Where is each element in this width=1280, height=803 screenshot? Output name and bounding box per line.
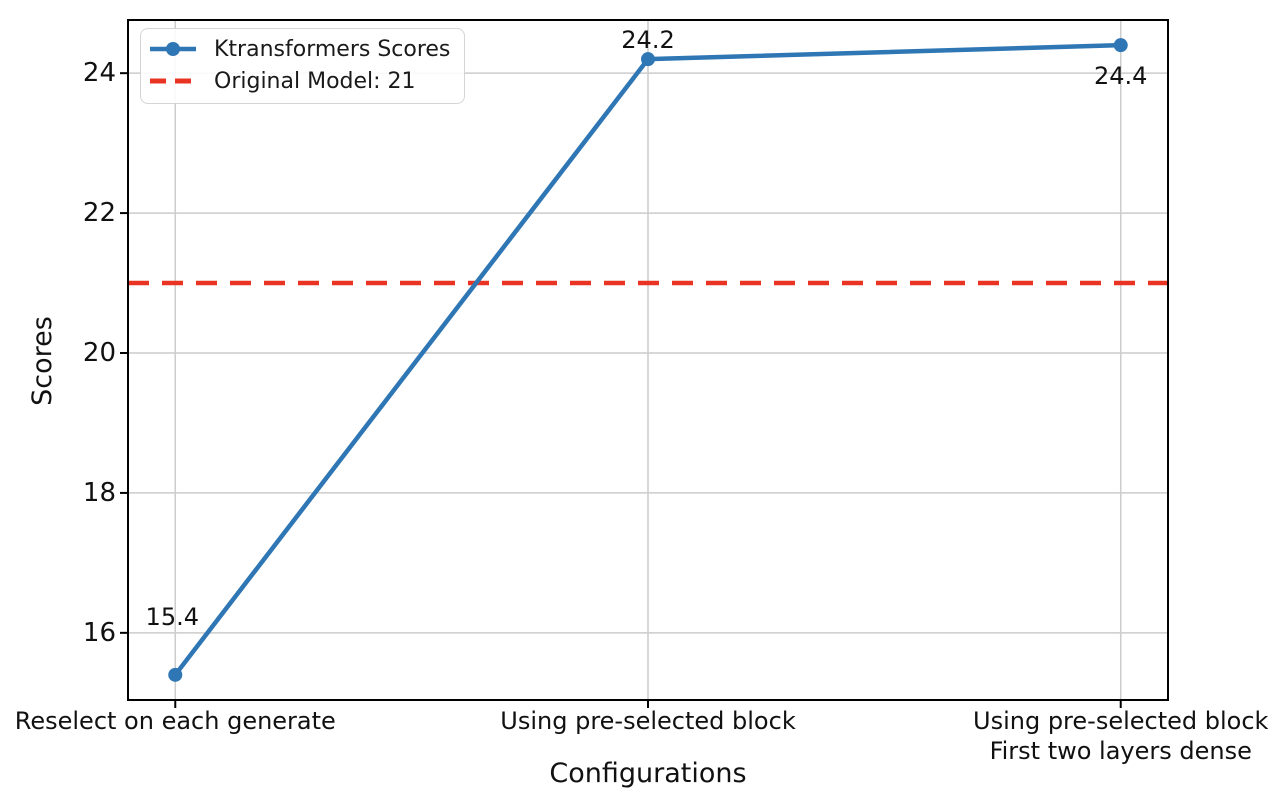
data-point-marker <box>641 52 655 67</box>
y-tick-label: 22 <box>82 198 116 229</box>
legend-item-ktransformers-scores: Ktransformers Scores <box>147 35 450 63</box>
legend-item-original-model: Original Model: 21 <box>147 67 450 95</box>
x-tick-label: Using pre-selected block First two layer… <box>973 707 1269 765</box>
y-tick-label: 24 <box>82 58 116 89</box>
x-tick-label: Reselect on each generate <box>14 707 336 735</box>
red-dashed-line-icon <box>150 78 196 84</box>
y-tick-label: 20 <box>82 338 116 368</box>
y-tick-label: 16 <box>82 617 116 648</box>
data-point-value-label: 24.2 <box>621 26 675 55</box>
plot-border <box>127 19 1169 701</box>
x-axis-title: Configurations <box>549 758 747 789</box>
data-point-value-label: 24.4 <box>1094 62 1148 91</box>
legend-label-reference: Original Model: 21 <box>214 68 416 94</box>
y-axis-title: Scores <box>27 316 58 406</box>
data-point-marker <box>168 667 183 682</box>
y-tick-label: 18 <box>82 477 116 508</box>
legend: Ktransformers Scores Original Model: 21 <box>140 28 466 104</box>
blue-line-marker-icon <box>150 42 196 56</box>
data-point-marker <box>1113 38 1128 53</box>
legend-label-series: Ktransformers Scores <box>214 36 451 62</box>
x-tick-label: Using pre-selected block <box>500 707 796 735</box>
data-point-value-label: 15.4 <box>145 602 199 631</box>
